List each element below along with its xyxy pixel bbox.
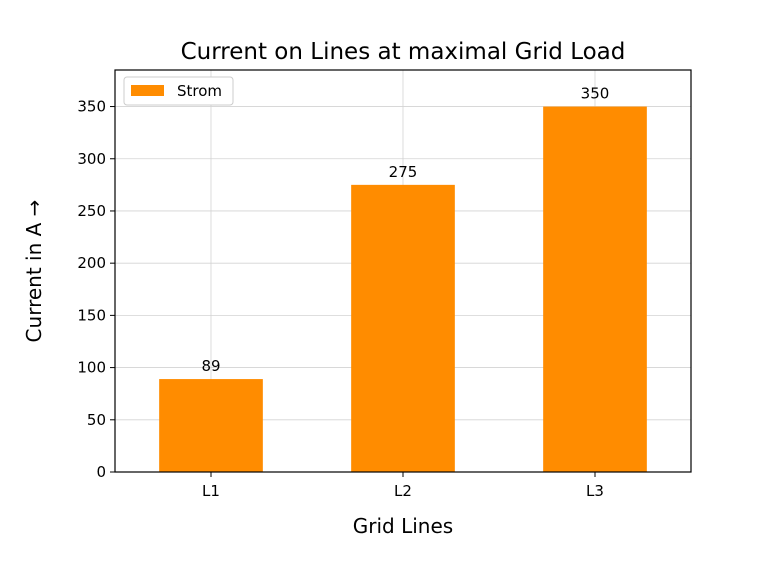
bar-value-label: 89 <box>201 357 220 375</box>
y-tick-label: 0 <box>96 463 106 481</box>
x-axis-label: Grid Lines <box>353 514 453 538</box>
bar-value-label: 350 <box>581 85 610 103</box>
x-tick-label: L2 <box>394 482 412 500</box>
y-tick-label: 50 <box>87 411 106 429</box>
y-axis: 0 50 100 150 200 250 300 350 <box>77 98 115 481</box>
y-tick-label: 200 <box>77 254 106 272</box>
bars <box>159 106 647 472</box>
y-axis-label: Current in A → <box>22 200 46 343</box>
chart-title: Current on Lines at maximal Grid Load <box>181 39 626 65</box>
y-tick-label: 250 <box>77 202 106 220</box>
legend: Strom <box>123 76 234 106</box>
x-tick-label: L3 <box>586 482 604 500</box>
legend-swatch <box>131 85 164 96</box>
y-tick-label: 100 <box>77 359 106 377</box>
bar-value-label: 275 <box>389 163 418 181</box>
legend-box <box>123 76 234 106</box>
x-axis: L1 L2 L3 <box>202 472 604 500</box>
y-tick-label: 300 <box>77 150 106 168</box>
plot-frame <box>114 69 692 473</box>
legend-label: Strom <box>177 82 222 100</box>
y-tick-label: 150 <box>77 306 106 324</box>
x-tick-label: L1 <box>202 482 220 500</box>
bar <box>543 106 647 472</box>
bar <box>159 379 263 472</box>
bar <box>351 184 455 472</box>
data-labels: 89 275 350 <box>201 85 609 376</box>
y-tick-label: 350 <box>77 98 106 116</box>
